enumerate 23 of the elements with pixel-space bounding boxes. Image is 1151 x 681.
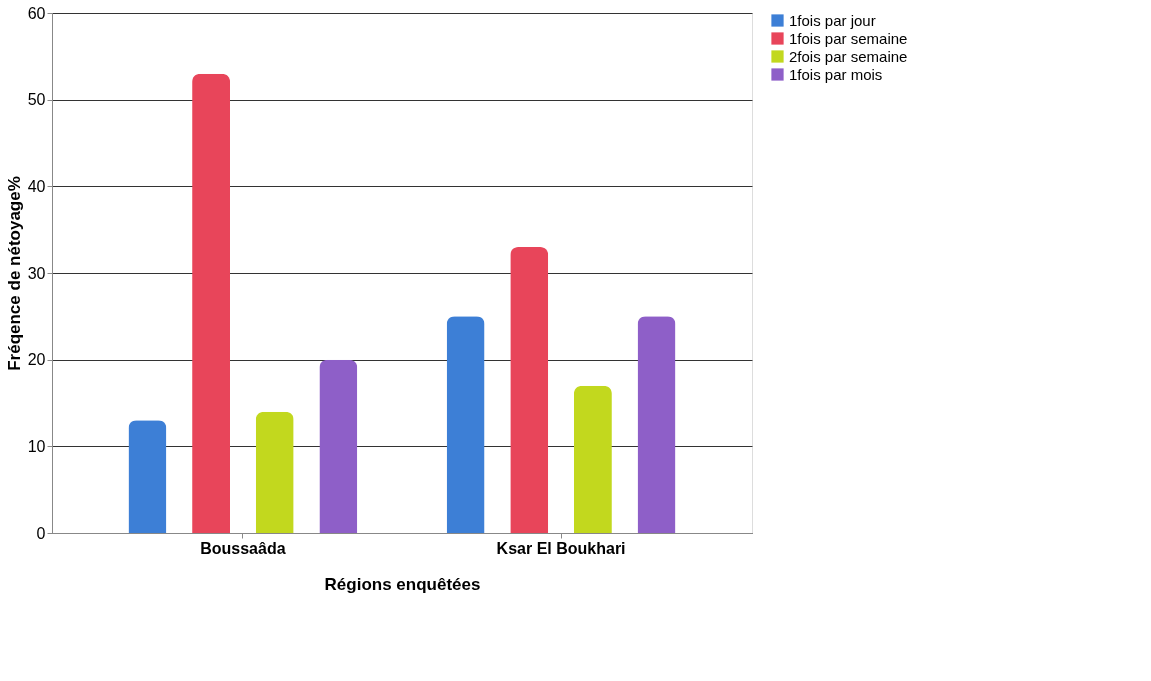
y-axis-title: Fréqence de nétoyage% [4, 176, 24, 371]
y-tick-label: 30 [27, 264, 46, 282]
y-tick-label: 40 [27, 177, 46, 195]
bar [192, 73, 231, 533]
legend-label: 1fois par jour [789, 11, 876, 29]
y-tick-label: 10 [27, 437, 46, 455]
y-tick-label: 0 [36, 524, 46, 542]
y-tick-label: 60 [27, 4, 46, 22]
bar [510, 247, 549, 533]
legend-label: 1fois par semaine [789, 29, 908, 47]
y-tick-label: 20 [27, 351, 46, 369]
x-tick-label: Boussaâda [200, 539, 286, 557]
x-axis-title: Régions enquêtées [324, 574, 481, 594]
bar [255, 411, 294, 533]
bar [446, 316, 485, 533]
bar [573, 385, 612, 533]
bar [128, 420, 167, 533]
x-tick-label: Ksar El Boukhari [496, 539, 626, 557]
bar [637, 316, 676, 533]
bar [319, 359, 358, 533]
legend-label: 1fois par mois [789, 65, 883, 83]
legend-label: 2fois par semaine [789, 47, 908, 65]
y-tick-label: 50 [27, 91, 46, 109]
